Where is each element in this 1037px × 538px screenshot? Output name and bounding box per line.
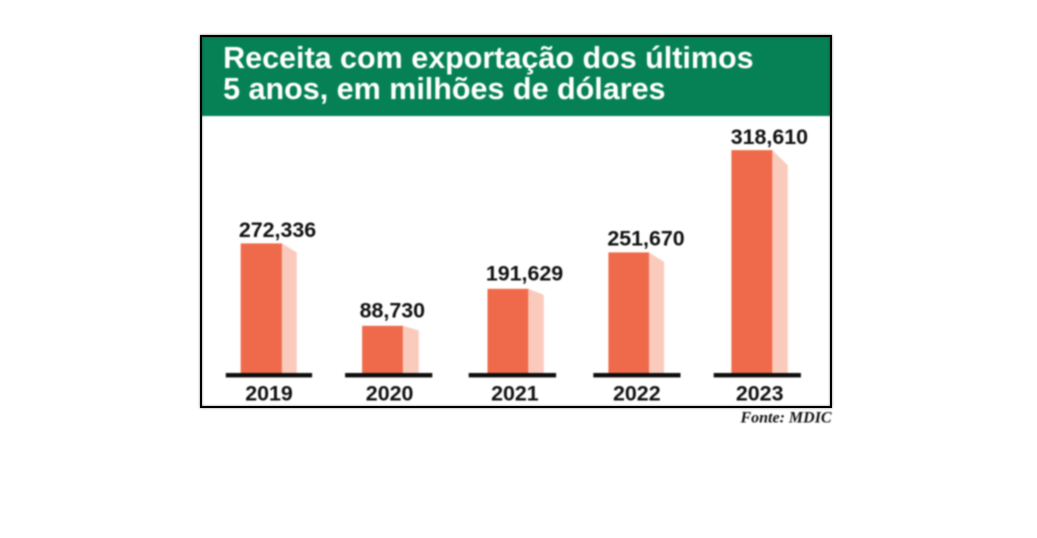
svg-text:2022: 2022: [613, 382, 661, 406]
svg-text:2021: 2021: [491, 382, 539, 406]
svg-text:Fonte: MDIC: Fonte: MDIC: [739, 410, 831, 427]
svg-text:2019: 2019: [245, 382, 293, 406]
svg-text:2020: 2020: [366, 382, 414, 406]
svg-text:272,336: 272,336: [239, 218, 316, 242]
svg-text:88,730: 88,730: [360, 298, 426, 322]
svg-text:191,629: 191,629: [486, 261, 563, 285]
svg-text:318,610: 318,610: [731, 125, 808, 149]
svg-text:2023: 2023: [736, 382, 784, 406]
svg-text:251,670: 251,670: [607, 227, 684, 251]
